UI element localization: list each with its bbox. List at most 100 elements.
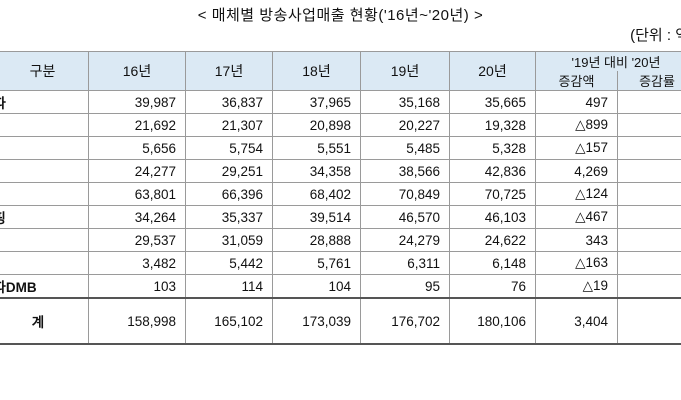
row-label-text: 반 bbox=[0, 230, 79, 250]
cell-year-value: 5,551 bbox=[272, 136, 361, 160]
cell-year-value: 6,148 bbox=[449, 251, 536, 275]
header-year: 17년 bbox=[185, 51, 273, 91]
header-change-rate: 증감률 bbox=[616, 71, 681, 91]
cell-change-rate-text: 11 bbox=[645, 164, 681, 179]
total-row: 계 158,998 165,102 173,039 176,702 180,106 3,40… bbox=[0, 297, 681, 345]
cell-change-amount: 4,269 bbox=[535, 159, 618, 183]
cell-year-value: 35,665 bbox=[449, 90, 536, 114]
header-change-amount: 증감액 bbox=[535, 71, 618, 91]
cell-year-value: 180,106 bbox=[449, 297, 536, 345]
row-label: V bbox=[0, 159, 89, 183]
row-label bbox=[0, 251, 89, 275]
cell-change-rate: △20 bbox=[616, 274, 681, 299]
row-label-text: 상파DMB bbox=[0, 280, 37, 295]
cell-year-value: 66,396 bbox=[185, 182, 273, 206]
cell-change-amount: △163 bbox=[535, 251, 618, 275]
row-label-text: 상파 bbox=[0, 92, 79, 112]
cell-year-value: 6,311 bbox=[360, 251, 450, 275]
cell-year-value: 95 bbox=[360, 274, 450, 299]
cell-year-value: 5,761 bbox=[272, 251, 361, 275]
header-year: 18년 bbox=[272, 51, 361, 91]
cell-year-value: 39,514 bbox=[272, 205, 361, 229]
cell-change-rate: 11 bbox=[616, 159, 681, 183]
cell-change-rate-text: 1 bbox=[645, 95, 681, 110]
cell-year-value: 173,039 bbox=[272, 297, 361, 345]
cell-year-value: 165,102 bbox=[185, 297, 273, 345]
cell-change-amount: 343 bbox=[535, 228, 618, 252]
cell-change-rate-text: △20 bbox=[645, 278, 681, 294]
cell-year-value: 5,656 bbox=[88, 136, 186, 160]
cell-year-value: 46,570 bbox=[360, 205, 450, 229]
header-row: 구분 16년 17년 18년 19년 20년 '19년 대비 '20년 bbox=[0, 51, 681, 91]
cell-change-rate-text: 1 bbox=[645, 314, 681, 329]
cell-change-rate: △1 bbox=[616, 205, 681, 229]
cell-year-value: 35,168 bbox=[360, 90, 450, 114]
cell-year-value: 36,837 bbox=[185, 90, 273, 114]
cell-year-value: 76 bbox=[449, 274, 536, 299]
broadcast-revenue-table: 구분 16년 17년 18년 19년 20년 '19년 대비 '20년 증감액 … bbox=[0, 51, 681, 345]
row-label: 성 bbox=[0, 136, 89, 160]
cell-year-value: 3,482 bbox=[88, 251, 186, 275]
row-label: 상파DMB bbox=[0, 274, 89, 299]
cell-year-value: 20,227 bbox=[360, 113, 450, 137]
header-year: 19년 bbox=[360, 51, 450, 91]
cell-year-value: 68,402 bbox=[272, 182, 361, 206]
cell-year-value: 70,849 bbox=[360, 182, 450, 206]
cell-year-value: 28,888 bbox=[272, 228, 361, 252]
cell-year-value: 63,801 bbox=[88, 182, 186, 206]
cell-change-rate: △2 bbox=[616, 136, 681, 160]
cell-year-value: 31,059 bbox=[185, 228, 273, 252]
cell-year-value: 24,622 bbox=[449, 228, 536, 252]
cell-year-value: 24,277 bbox=[88, 159, 186, 183]
cell-change-amount: △467 bbox=[535, 205, 618, 229]
row-label-text: 쇼핑 bbox=[0, 207, 79, 227]
cell-year-value: 5,754 bbox=[185, 136, 273, 160]
cell-change-rate: 1 bbox=[616, 228, 681, 252]
cell-year-value: 19,328 bbox=[449, 113, 536, 137]
cell-change-rate: △2 bbox=[616, 251, 681, 275]
cell-year-value: 5,328 bbox=[449, 136, 536, 160]
header-year: 20년 bbox=[449, 51, 536, 91]
unit-note: (단위 : 억 bbox=[630, 27, 681, 44]
cell-change-rate: △0 bbox=[616, 182, 681, 206]
cell-year-value: 24,279 bbox=[360, 228, 450, 252]
row-label bbox=[0, 113, 89, 137]
cell-change-rate-text: 1 bbox=[645, 233, 681, 248]
header-compare: '19년 대비 '20년 bbox=[534, 51, 681, 71]
row-label: 반 bbox=[0, 228, 89, 252]
cell-year-value: 39,987 bbox=[88, 90, 186, 114]
cell-year-value: 29,251 bbox=[185, 159, 273, 183]
cell-change-rate-text: △1 bbox=[645, 209, 681, 225]
row-label: 쇼핑 bbox=[0, 205, 89, 229]
row-label-text: V bbox=[0, 164, 79, 179]
cell-year-value: 38,566 bbox=[360, 159, 450, 183]
cell-year-value: 42,836 bbox=[449, 159, 536, 183]
cell-year-value: 5,485 bbox=[360, 136, 450, 160]
cell-year-value: 103 bbox=[88, 274, 186, 299]
cell-change-amount: △157 bbox=[535, 136, 618, 160]
cell-change-rate: 1 bbox=[616, 90, 681, 114]
row-label-text: 계 bbox=[31, 315, 45, 330]
cell-change-rate-text: △4 bbox=[645, 117, 681, 133]
cell-year-value: 70,725 bbox=[449, 182, 536, 206]
cell-year-value: 114 bbox=[185, 274, 273, 299]
cell-year-value: 34,264 bbox=[88, 205, 186, 229]
cell-change-rate: △4 bbox=[616, 113, 681, 137]
cell-year-value: 5,442 bbox=[185, 251, 273, 275]
cell-change-rate-text: △0 bbox=[645, 186, 681, 202]
cell-change-amount: 497 bbox=[535, 90, 618, 114]
cell-year-value: 34,358 bbox=[272, 159, 361, 183]
cell-change-rate-text: △2 bbox=[645, 255, 681, 271]
table-title: < 매체별 방송사업매출 현황('16년~'20년) > bbox=[197, 7, 484, 24]
cell-year-value: 176,702 bbox=[360, 297, 450, 345]
cell-change-amount: △899 bbox=[535, 113, 618, 137]
cell-change-amount: △19 bbox=[535, 274, 618, 299]
cell-year-value: 158,998 bbox=[88, 297, 186, 345]
